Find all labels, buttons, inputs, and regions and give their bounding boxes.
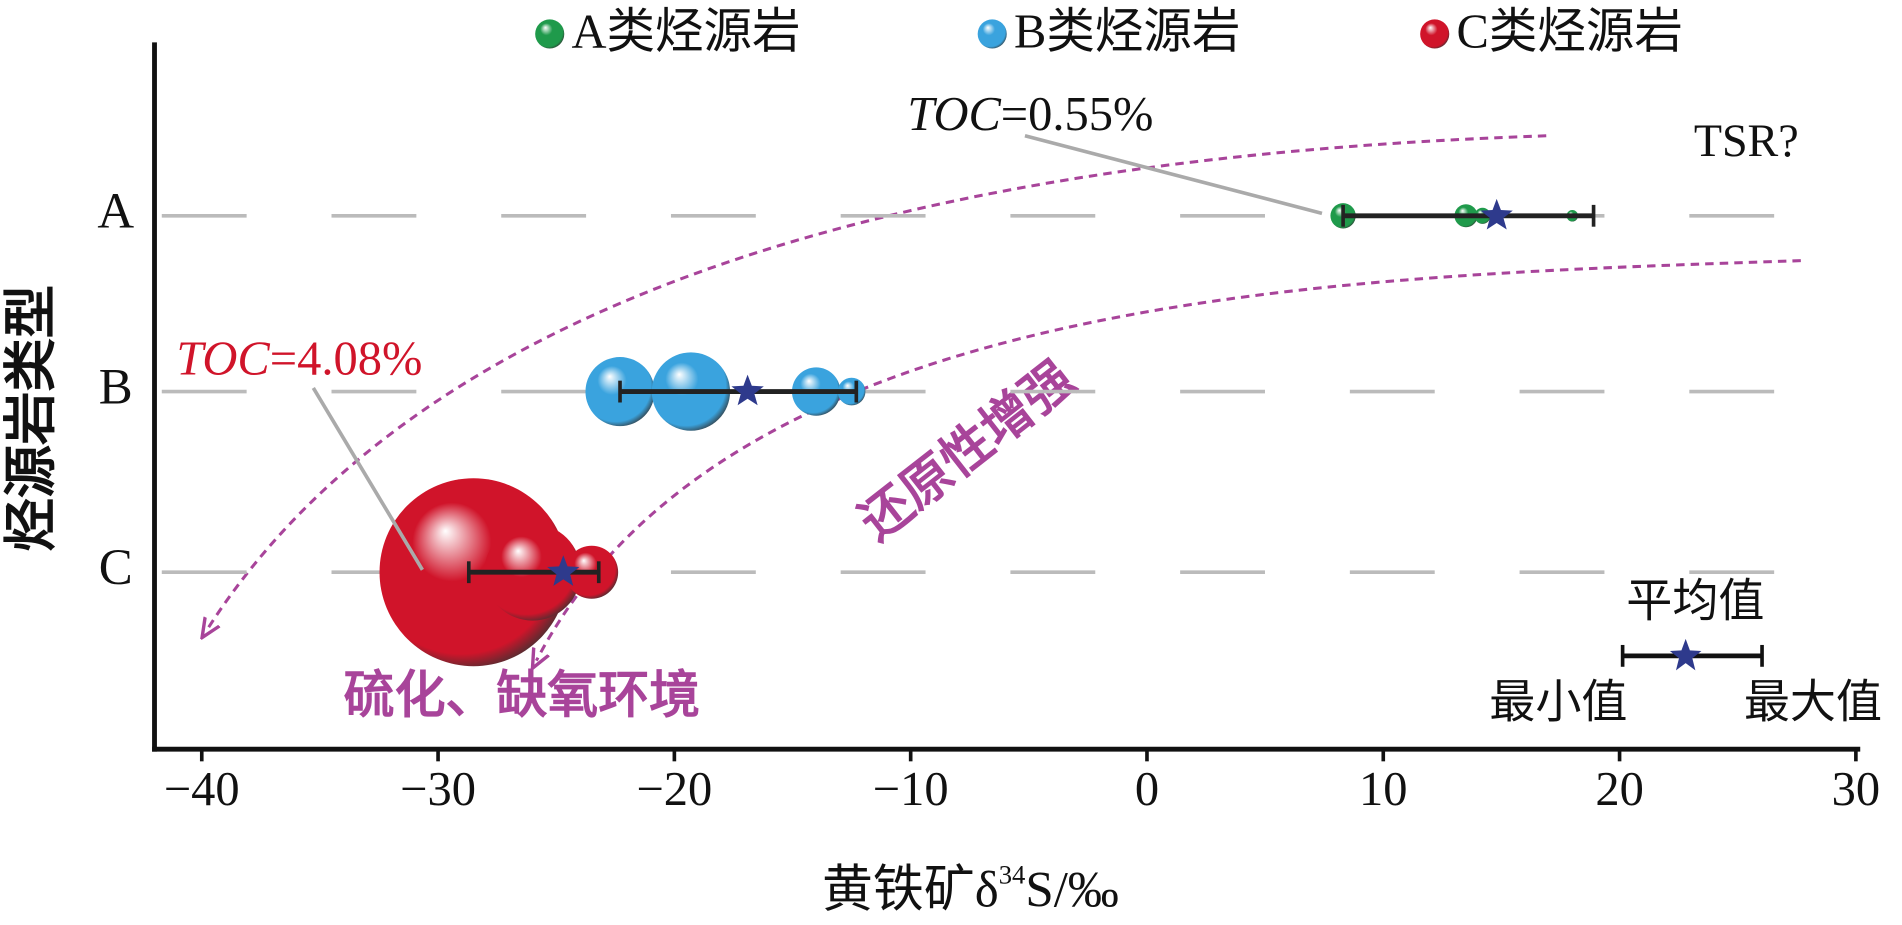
x-tick-label: 10: [1359, 763, 1407, 816]
x-tick-label: −30: [400, 763, 476, 816]
trend-arrow: [536, 259, 1801, 661]
x-tick-label: −10: [873, 763, 949, 816]
legend-label: B类烃源岩: [1014, 5, 1240, 58]
leader-line: [311, 387, 424, 571]
annotation: 还原性增强: [850, 350, 1086, 552]
annotation-part: =0.55%: [1001, 88, 1154, 141]
x-tick-label: 0: [1135, 763, 1159, 816]
mean-star: [547, 555, 580, 586]
y-tick-label: C: [99, 540, 133, 596]
x-axis-label: 黄铁矿δ34S/‰: [822, 860, 1119, 919]
x-tick-label: 20: [1595, 763, 1643, 816]
legend-label: A类烃源岩: [572, 5, 801, 58]
key-star: [1669, 638, 1702, 671]
annotation: TOC=4.08%: [176, 333, 422, 386]
annotation-part: TOC: [907, 88, 1001, 141]
x-tick-label: 30: [1832, 763, 1880, 816]
annotation: TOC=0.55%: [907, 88, 1153, 141]
annotation-part: =4.08%: [270, 333, 423, 386]
mean-star: [731, 374, 764, 406]
y-tick-label: B: [99, 359, 133, 415]
x-tick-label: −40: [164, 763, 240, 816]
legend-marker: [977, 19, 1007, 49]
annotation-part: TOC: [176, 333, 270, 386]
x-axis-label-sup: 34: [999, 860, 1026, 890]
trend-arrow: [207, 134, 1547, 631]
x-axis-label-part: 黄铁矿δ: [822, 862, 999, 918]
y-tick-label: A: [97, 183, 134, 239]
legend-marker: [1420, 19, 1450, 49]
y-axis-label: 烃源岩类型: [1, 285, 61, 552]
x-tick-label: −20: [636, 763, 712, 816]
key-label: 最大值: [1744, 676, 1882, 727]
leader-line: [1024, 134, 1323, 216]
key-label: 最小值: [1489, 676, 1627, 727]
annotation: 硫化、缺氧环境: [344, 667, 700, 724]
mean-star: [1480, 198, 1513, 230]
key-label: 平均值: [1626, 576, 1764, 627]
x-axis-label-part: S/‰: [1025, 862, 1118, 918]
annotation: TSR?: [1694, 115, 1799, 166]
legend-marker: [535, 19, 565, 49]
legend-label: C类烃源岩: [1457, 5, 1683, 58]
